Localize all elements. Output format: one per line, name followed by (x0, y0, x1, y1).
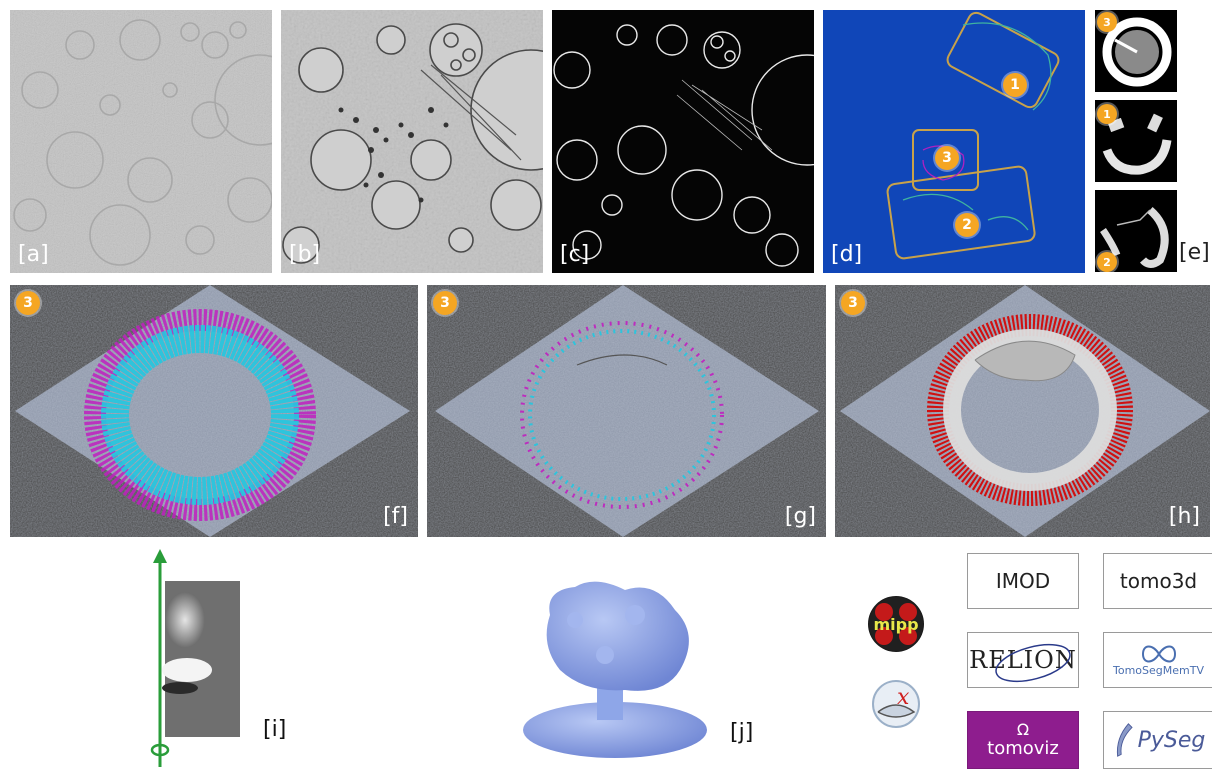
panel-g-label: [g] (784, 504, 816, 529)
panel-a-label: [a] (18, 242, 49, 267)
xmipp-icon: x (870, 678, 922, 730)
panel-g-membrane-3d-sparse: 3 [g] (427, 285, 826, 537)
density-map-render (523, 581, 707, 758)
relion-logo-text: RELION (969, 646, 1077, 674)
panel-f-label: [f] (383, 504, 408, 529)
tile-badge-2: 2 (1097, 252, 1117, 272)
region-badge-2: 2 (955, 213, 979, 237)
panel-j-label: [j] (730, 720, 754, 745)
tomoviz-logo-text: tomoviz (987, 737, 1059, 759)
tile-3-image (1102, 17, 1172, 87)
tomoviz-omega-icon: Ω (1016, 719, 1030, 739)
panel-d-label: [d] (831, 242, 863, 267)
panel-b-label: [b] (289, 242, 321, 267)
tile-badge-3: 3 (1097, 12, 1117, 32)
panel-e-membrane-tiles: 3 1 2 [e] (1093, 8, 1208, 275)
tomoviz-logo: Ω tomoviz (967, 711, 1079, 769)
tile-badge-1: 1 (1097, 104, 1117, 124)
panel-b-denoised-slice: [b] (281, 10, 543, 273)
panel-i-label: [i] (263, 717, 287, 742)
panel-j-density-map: [j] (515, 575, 760, 770)
svg-text:x: x (897, 685, 910, 710)
tomo3d-logo: tomo3d (1103, 553, 1212, 609)
mipp-icon-graphic (869, 597, 923, 651)
denoised-slice-image (281, 10, 543, 273)
region-badge-3: 3 (935, 146, 959, 170)
imod-logo: IMOD (967, 553, 1079, 609)
tomo3d-logo-text: tomo3d (1119, 569, 1198, 593)
panel-h-membrane-surface-vectors: 3 [h] (835, 285, 1210, 537)
membrane-3d-sparse-image (435, 285, 819, 537)
pyseg-feather-icon (1116, 723, 1133, 757)
rotation-axis-diagram (150, 549, 240, 767)
tomogram-slice-image (10, 10, 272, 273)
infinity-icon (1141, 645, 1176, 662)
membrane-detection-image (552, 10, 814, 273)
relion-logo: RELION (967, 632, 1079, 688)
tomosegmemtv-logo: TomoSegMemTV (1103, 632, 1212, 688)
mipp-icon: mipp (868, 596, 924, 652)
panel-h-badge: 3 (841, 291, 865, 315)
pyseg-logo: PySeg (1103, 711, 1212, 769)
membrane-3d-points-image (15, 285, 410, 537)
panel-c-membrane-detection: [c] (552, 10, 814, 273)
tile-2-image (1100, 206, 1169, 268)
panel-i-subtomogram-projection: [i] (135, 545, 295, 770)
panel-e-label: [e] (1179, 240, 1208, 265)
panel-a-tomogram-slice: [a] (10, 10, 272, 273)
panel-d-segmented-regions: 1 3 2 [d] (823, 10, 1085, 273)
panel-h-label: [h] (1168, 504, 1200, 529)
xmipp-icon-graphic: x (872, 680, 920, 728)
membrane-surface-vectors-image (840, 285, 1210, 537)
region-badge-1: 1 (1003, 73, 1027, 97)
segmented-regions-image (823, 10, 1085, 273)
panel-f-membrane-3d-points: 3 [f] (10, 285, 418, 537)
panel-g-badge: 3 (433, 291, 457, 315)
panel-c-label: [c] (560, 242, 590, 267)
imod-logo-text: IMOD (995, 569, 1051, 593)
mipp-label: mipp (873, 614, 919, 634)
pyseg-logo-text: PySeg (1137, 727, 1206, 753)
tomosegmemtv-logo-text: TomoSegMemTV (1113, 663, 1204, 677)
panel-f-badge: 3 (16, 291, 40, 315)
